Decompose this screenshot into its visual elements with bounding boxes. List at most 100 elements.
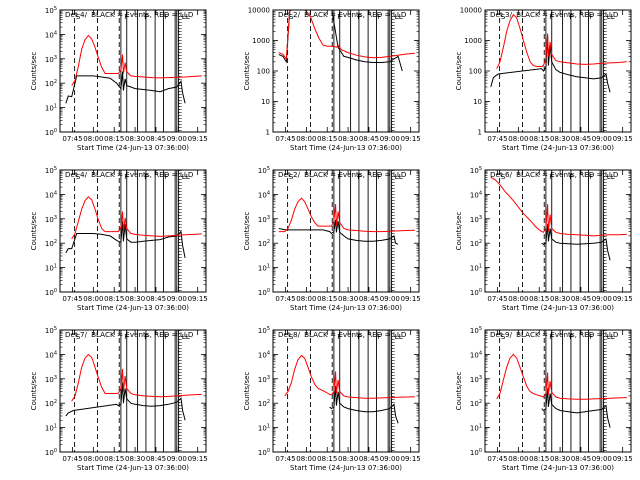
title-detector: Det 7/ xyxy=(65,330,88,339)
marker-glyph: LL xyxy=(607,333,615,341)
chart-title: Det 6/BLACK = Events, RED = LLD xyxy=(490,170,619,179)
x-tick-label: 07:45 xyxy=(62,135,82,143)
y-tick-exponent: 4 xyxy=(267,190,270,196)
y-tick-base: 10 xyxy=(45,265,54,273)
y-tick-base: 10 xyxy=(45,376,54,384)
title-detector: Det 4/ xyxy=(65,170,88,179)
x-tick-label: 09:00 xyxy=(380,135,400,143)
y-tick-exponent: 1 xyxy=(54,104,57,110)
marker-glyph: F xyxy=(164,13,168,21)
title-legend: BLACK = Events, RED = LLD xyxy=(304,330,407,339)
marker-glyph: LL xyxy=(395,333,403,341)
y-tick-label: 105 xyxy=(258,166,270,175)
y-tick-exponent: 5 xyxy=(267,166,270,172)
y-tick-label: 105 xyxy=(470,166,482,175)
y-tick-base: 10 xyxy=(258,191,267,199)
chart-title: Det 8/BLACK = Events, RED = LLD xyxy=(278,330,407,339)
y-tick-base: 10 xyxy=(470,351,479,359)
y-tick-exponent: 3 xyxy=(267,215,270,221)
x-tick-label: 08:45 xyxy=(146,135,166,143)
series-line-events xyxy=(278,219,399,245)
x-tick-label: 08:15 xyxy=(529,455,549,463)
y-tick-base: 10 xyxy=(45,191,54,199)
x-tick-label: 07:45 xyxy=(275,295,295,303)
x-tick-label: 07:45 xyxy=(487,295,507,303)
x-tick-label: 08:00 xyxy=(296,455,316,463)
y-tick-label: 103 xyxy=(258,215,270,224)
series-line-events xyxy=(329,386,399,424)
x-tick-label: 08:00 xyxy=(83,295,103,303)
event-markers xyxy=(499,330,607,452)
marker-glyph: LL xyxy=(395,13,403,21)
y-tick-exponent: 3 xyxy=(479,375,482,381)
x-tick-label: 08:00 xyxy=(508,295,528,303)
series-line-events xyxy=(490,35,611,93)
y-tick-base: 10 xyxy=(470,376,479,384)
y-axis-label: Counts/sec xyxy=(455,212,463,251)
marker-glyph: F xyxy=(144,13,148,21)
x-tick-label: 08:30 xyxy=(338,295,358,303)
series-line-events xyxy=(541,388,611,428)
marker-glyph: F xyxy=(569,173,573,181)
marker-glyph: F xyxy=(124,13,128,21)
y-tick-label: 105 xyxy=(45,6,57,15)
chart-title: Det 4/BLACK = Events, RED = LLD xyxy=(65,170,194,179)
y-tick-exponent: 0 xyxy=(54,288,57,294)
x-tick-label: 09:15 xyxy=(613,295,633,303)
title-legend: BLACK = Events, RED = LLD xyxy=(91,10,194,19)
y-tick-label: 100 xyxy=(258,448,270,457)
title-detector: Det 8/ xyxy=(278,330,301,339)
y-tick-exponent: 5 xyxy=(267,326,270,332)
y-tick-base: 10 xyxy=(258,351,267,359)
x-tick-label: 09:15 xyxy=(401,295,421,303)
y-axis-label: Counts/sec xyxy=(455,52,463,91)
marker-glyph: LL xyxy=(607,13,615,21)
title-legend: BLACK = Events, RED = LLD xyxy=(91,330,194,339)
title-legend: BLACK = Events, RED = LLD xyxy=(516,10,619,19)
marker-glyph: S xyxy=(76,13,81,21)
y-tick-base: 10 xyxy=(258,240,267,248)
series-line-lld xyxy=(278,10,415,61)
x-tick-label: 08:00 xyxy=(83,455,103,463)
x-tick-label: 09:00 xyxy=(167,135,187,143)
x-tick-label: 08:30 xyxy=(550,295,570,303)
y-tick-label: 104 xyxy=(45,350,57,359)
y-tick-label: 104 xyxy=(45,30,57,39)
x-axis-label: Start Time (24-Jun-13 07:36:00) xyxy=(77,304,189,312)
y-tick-label: 103 xyxy=(470,375,482,384)
series-line-lld xyxy=(496,13,627,69)
y-tick-base: 10 xyxy=(470,265,479,273)
y-tick-base: 10 xyxy=(470,216,479,224)
x-tick-label: 09:15 xyxy=(188,455,208,463)
y-tick-exponent: 4 xyxy=(479,350,482,356)
y-tick-base: 10 xyxy=(470,191,479,199)
y-tick-base: 10 xyxy=(45,105,54,113)
y-tick-base: 10 xyxy=(45,449,54,457)
chart-title: Det 7/BLACK = Events, RED = LLD xyxy=(65,330,194,339)
y-tick-exponent: 3 xyxy=(479,215,482,221)
y-tick-exponent: 4 xyxy=(267,350,270,356)
y-axis-label: Counts/sec xyxy=(30,212,38,251)
y-tick-base: 10 xyxy=(258,327,267,335)
marker-glyph: F xyxy=(377,173,381,181)
plot-frame xyxy=(272,169,420,293)
y-tick-label: 105 xyxy=(45,326,57,335)
y-tick-label: 105 xyxy=(45,166,57,175)
event-markers xyxy=(499,10,607,132)
y-tick-exponent: 2 xyxy=(267,399,270,405)
y-tick-base: 10 xyxy=(45,400,54,408)
x-tick-label: 08:30 xyxy=(550,455,570,463)
marker-glyph: S xyxy=(501,13,506,21)
event-markers xyxy=(287,170,395,292)
x-axis-label: Start Time (24-Jun-13 07:36:00) xyxy=(290,304,402,312)
marker-glyph: F xyxy=(124,173,128,181)
y-tick-base: 10 xyxy=(470,167,479,175)
y-tick-label: 100 xyxy=(470,288,482,297)
y-tick-exponent: 2 xyxy=(54,239,57,245)
event-markers xyxy=(74,330,182,452)
y-tick-exponent: 4 xyxy=(54,190,57,196)
marker-glyph: F xyxy=(589,13,593,21)
